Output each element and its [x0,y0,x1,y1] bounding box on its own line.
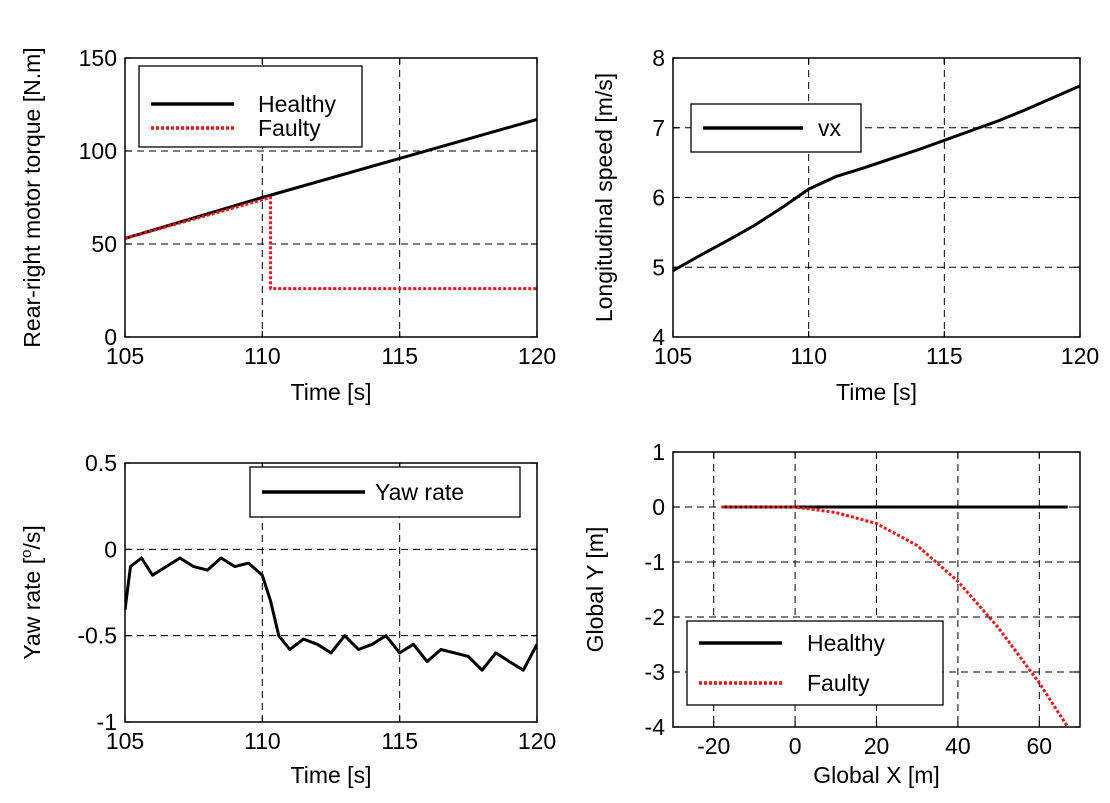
series-line-faulty [721,505,1070,727]
axes-frame [672,57,1081,338]
series-line-yaw-rate [125,556,537,672]
x-tick-label: 120 [1061,343,1099,369]
y-tick-label: -1 [97,709,117,735]
legend-box [686,620,944,706]
x-axis-label: Time [s] [291,762,372,788]
y-tick-label: -3 [645,659,665,685]
y-tick-label: 7 [652,115,665,141]
x-tick-label: 105 [106,728,144,754]
x-tick-label: 105 [654,343,692,369]
y-tick-label: 50 [91,231,117,257]
subplot-yaw: 105 110 115 120 -1 -0.5 0 0.5 Time [s] Yaw rate [… [18,450,556,788]
x-axis-label: Time [s] [836,379,917,405]
y-axis-label: Rear-right motor torque [N.m] [19,47,45,347]
x-tick-label: 20 [864,733,890,759]
legend: Yaw rate [249,466,521,518]
x-tick-label: 105 [106,343,144,369]
y-tick-label: 4 [652,324,665,350]
axes-frame [124,462,538,723]
subplot-speed: 105 110 115 120 4 5 6 7 8 Time [s] Longitudinal sp… [591,45,1099,405]
legend-label: Yaw rate [375,479,464,505]
legend-label: Healthy [258,91,336,117]
x-tick-label: 60 [1027,733,1053,759]
x-tick-label: 115 [381,343,418,369]
x-tick-label: 110 [244,343,281,369]
y-axis-label: Yaw rate [o/s] [18,525,45,659]
legend-label: Healthy [807,630,885,656]
x-tick-label: 0 [789,733,802,759]
x-tick-label: 40 [945,733,971,759]
y-axis-label: Longitudinal speed [m/s] [591,73,617,322]
series-line-vx [673,84,1080,273]
y-tick-label: 0 [652,494,665,520]
axes-frame [672,451,1081,728]
legend-label: Faulty [258,115,321,141]
x-tick-label: -20 [697,733,730,759]
y-axis-label: Global Y [m] [582,527,608,653]
y-tick-label: 0 [104,536,117,562]
x-tick-label: 115 [381,728,418,754]
y-tick-label: -1 [645,549,665,575]
y-tick-label: 0 [104,324,117,350]
x-axis-label: Time [s] [291,379,372,405]
y-tick-label: 100 [79,138,117,164]
x-tick-label: 120 [518,728,556,754]
x-tick-label: 110 [790,343,827,369]
y-tick-label: -4 [645,714,666,740]
y-tick-label: -0.5 [77,623,117,649]
legend: Healthy Faulty [686,620,944,706]
y-tick-label: -2 [645,604,665,630]
legend-box [138,65,363,148]
subplot-torque: 105 110 115 120 0 50 100 150 Time [s] Rear-right … [19,45,556,405]
legend-label: Faulty [807,670,870,696]
axes-frame [124,57,538,338]
y-tick-label: 5 [652,254,665,280]
y-tick-label: 8 [652,45,665,71]
x-tick-label: 110 [244,728,281,754]
subplot-trajectory: -20 0 20 40 60 -4 -3 -2 -1 0 1 Global X [m] Global Y… [582,439,1081,788]
x-tick-label: 120 [518,343,556,369]
series-line-faulty [125,196,537,291]
x-axis-label: Global X [m] [813,762,940,788]
x-tick-label: 115 [926,343,963,369]
y-tick-label: 0.5 [85,450,117,476]
legend-label: vx [818,115,842,141]
y-tick-label: 150 [79,45,117,71]
legend: vx [690,103,862,153]
y-tick-label: 6 [652,185,665,211]
y-tick-label: 1 [652,439,665,465]
